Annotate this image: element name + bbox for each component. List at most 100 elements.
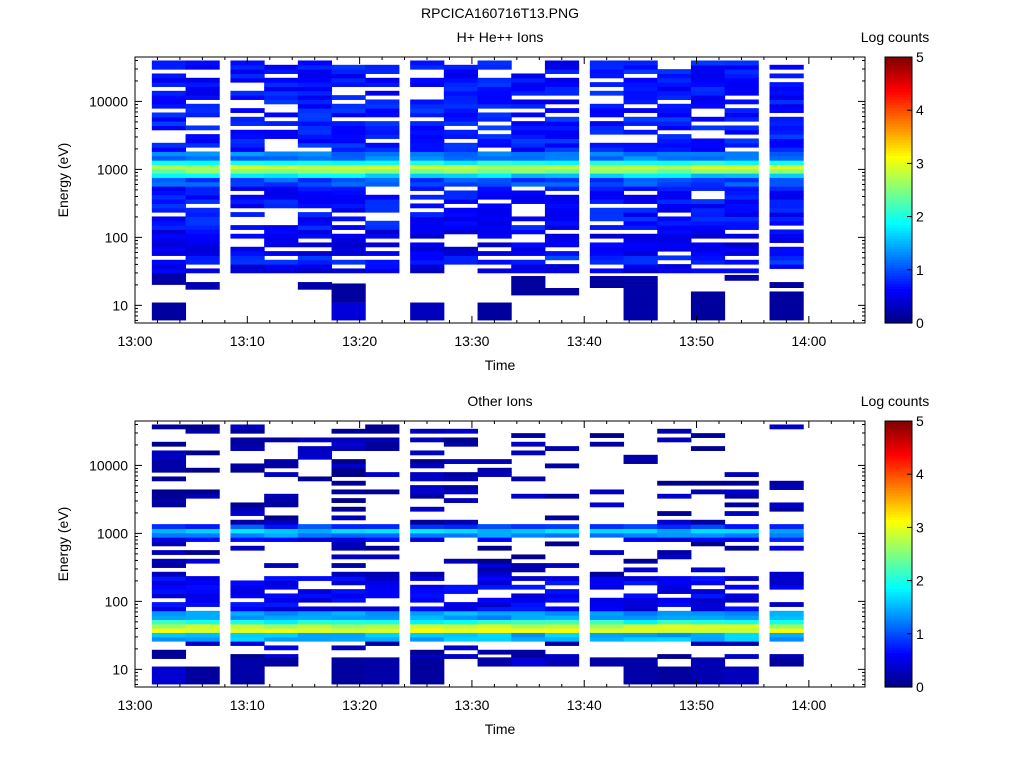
spectrogram-cell (331, 125, 366, 131)
spectrogram-cell (511, 623, 546, 629)
colorbar-segment (885, 245, 912, 250)
spectrogram-cell (185, 259, 220, 265)
spectrogram-cell (724, 99, 759, 105)
spectrogram-cell (365, 233, 400, 239)
low-energy-cell (331, 657, 366, 685)
spectrogram-cell (769, 615, 804, 620)
spectrogram-cell (443, 524, 479, 529)
spectrogram-cell (443, 216, 479, 222)
spectrogram-cell (443, 147, 479, 152)
spectrogram-cell (657, 632, 692, 638)
spectrogram-cell (264, 238, 299, 243)
spectrogram-cell (151, 164, 187, 170)
spectrogram-cell (331, 194, 366, 200)
colorbar-segment (885, 442, 912, 446)
spectrogram-cell (151, 186, 187, 191)
colorbar-segment (885, 195, 912, 199)
spectrogram-svg-other: 13:00 13:10 13:20 13:30 13:40 13:50 14:0010100… (89, 413, 924, 713)
colorbar-segment (885, 91, 912, 95)
spectrogram-cell (331, 181, 366, 187)
colorbar-segment (885, 235, 912, 239)
colorbar-segment (885, 296, 912, 300)
spectrogram-svg-h-he: 13:00 13:10 13:20 13:30 13:40 13:50 14:0010100… (89, 49, 924, 349)
spectrogram-cell (623, 623, 658, 629)
spectrogram-cell (443, 476, 479, 482)
colorbar-segment (885, 434, 912, 438)
spectrogram-cell (297, 77, 333, 83)
colorbar-segment (885, 625, 912, 630)
spectrogram-cell (151, 541, 187, 547)
spectrogram-cell (623, 69, 658, 74)
spectrogram-cell (151, 246, 187, 252)
spectrogram-cell (331, 203, 366, 209)
spectrogram-cell (769, 255, 804, 261)
colorbar-segment (885, 604, 912, 608)
spectrogram-cell (185, 597, 220, 603)
spectrogram-cell (544, 446, 580, 451)
spectrogram-cell (511, 593, 546, 599)
spectrogram-cell (410, 619, 445, 625)
colorbar-segment (885, 312, 912, 316)
spectrogram-cell (623, 238, 658, 243)
spectrogram-cell (331, 545, 366, 551)
spectrogram-cell (690, 524, 726, 529)
spectrogram-cell (544, 255, 580, 261)
spectrogram-cell (185, 108, 220, 113)
spectrogram-cell (331, 233, 366, 239)
spectrogram-cell (365, 129, 400, 135)
colorbar-segment (885, 243, 912, 247)
spectrogram-cell (264, 129, 299, 135)
spectrogram-cell (365, 147, 400, 152)
spectrogram-cell (477, 537, 512, 542)
spectrogram-cell (724, 251, 759, 256)
spectrogram-cell (511, 441, 546, 447)
spectrogram-cell (151, 584, 187, 590)
spectrogram-cell (410, 519, 445, 525)
spectrogram-cell (365, 571, 400, 577)
spectrogram-cell (410, 220, 445, 226)
spectrogram-cell (657, 125, 692, 131)
spectrogram-cell (690, 528, 726, 534)
spectrogram-cell (297, 446, 333, 451)
spectrogram-cell (443, 77, 479, 83)
spectrogram-cell (443, 207, 479, 213)
spectrogram-cell (724, 233, 759, 239)
spectrogram-cell (657, 199, 692, 204)
spectrogram-cell (690, 86, 726, 92)
spectrogram-cell (690, 567, 726, 573)
spectrogram-cell (589, 64, 625, 70)
spectrogram-cell (230, 606, 265, 612)
spectrogram-cell (443, 498, 479, 503)
spectrogram-cell (690, 433, 726, 438)
colorbar-segment (885, 67, 912, 71)
spectrogram-cell (230, 623, 265, 629)
spectrogram-cell (443, 103, 479, 109)
spectrogram-cell (185, 77, 220, 83)
spectrogram-cell (769, 233, 804, 239)
spectrogram-cell (230, 64, 265, 70)
spectrogram-cell (623, 532, 658, 538)
spectrogram-cell (477, 636, 512, 642)
spectrogram-cell (410, 216, 445, 222)
spectrogram-cell (297, 225, 333, 230)
spectrogram-cell (589, 125, 625, 131)
colorbar-segment (885, 158, 912, 162)
spectrogram-cell (724, 480, 759, 486)
colorbar-segment (885, 152, 912, 157)
colorbar-segment (885, 530, 912, 534)
spectrogram-cell (331, 155, 366, 161)
spectrogram-cell (185, 134, 220, 139)
spectrogram-cell (477, 597, 512, 603)
colorbar-segment (885, 213, 912, 218)
spectrogram-cell (511, 103, 546, 109)
spectrogram-cell (657, 73, 692, 79)
spectrogram-cell (230, 441, 265, 447)
spectrogram-cell (724, 220, 759, 226)
spectrogram-cell (511, 532, 546, 538)
spectrogram-cell (544, 532, 580, 538)
spectrogram-cell (230, 164, 265, 170)
spectrogram-cell (297, 64, 333, 70)
colorbar-segment (885, 676, 912, 680)
spectrogram-cell (410, 151, 445, 157)
spectrogram-cell (230, 155, 265, 161)
